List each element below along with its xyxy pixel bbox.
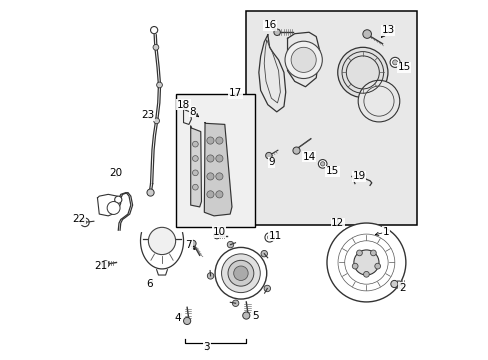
Text: 8: 8 xyxy=(189,107,195,117)
Circle shape xyxy=(153,118,159,124)
Circle shape xyxy=(215,191,223,198)
Circle shape xyxy=(206,155,214,162)
Circle shape xyxy=(192,184,198,190)
Circle shape xyxy=(156,82,162,88)
Text: 4: 4 xyxy=(175,313,181,323)
Circle shape xyxy=(107,202,120,215)
Circle shape xyxy=(213,232,220,239)
Text: 23: 23 xyxy=(141,111,154,121)
Circle shape xyxy=(206,173,214,180)
Circle shape xyxy=(192,156,198,161)
Text: 3: 3 xyxy=(203,342,210,352)
Circle shape xyxy=(363,271,368,277)
Circle shape xyxy=(267,235,271,239)
Circle shape xyxy=(81,218,89,226)
Circle shape xyxy=(273,29,280,36)
Circle shape xyxy=(351,263,357,269)
Polygon shape xyxy=(204,123,231,216)
Circle shape xyxy=(389,57,399,67)
Text: 15: 15 xyxy=(325,166,338,176)
Bar xyxy=(176,94,255,226)
Circle shape xyxy=(357,80,399,122)
Text: 20: 20 xyxy=(109,168,122,178)
Text: 9: 9 xyxy=(267,157,274,167)
Circle shape xyxy=(261,251,267,257)
Circle shape xyxy=(362,30,371,39)
Circle shape xyxy=(215,247,266,299)
Circle shape xyxy=(150,27,158,34)
Circle shape xyxy=(148,227,175,255)
Circle shape xyxy=(192,170,198,176)
Circle shape xyxy=(102,261,109,268)
Text: 15: 15 xyxy=(397,62,410,72)
Polygon shape xyxy=(190,126,201,207)
Circle shape xyxy=(83,221,86,224)
Circle shape xyxy=(326,223,405,302)
Circle shape xyxy=(215,137,223,144)
Circle shape xyxy=(264,233,274,242)
Circle shape xyxy=(206,137,214,144)
Text: 12: 12 xyxy=(330,218,344,228)
Circle shape xyxy=(337,47,387,98)
Circle shape xyxy=(318,159,326,168)
Circle shape xyxy=(290,47,316,72)
Text: 16: 16 xyxy=(263,20,276,30)
Circle shape xyxy=(215,155,223,162)
Text: 19: 19 xyxy=(352,171,365,181)
Text: 18: 18 xyxy=(177,100,190,110)
Circle shape xyxy=(392,60,397,65)
Circle shape xyxy=(374,263,380,269)
Text: 14: 14 xyxy=(302,152,315,162)
Text: 5: 5 xyxy=(251,311,258,321)
Circle shape xyxy=(264,285,270,292)
Circle shape xyxy=(233,266,247,280)
Circle shape xyxy=(232,300,238,306)
Circle shape xyxy=(370,250,375,256)
Text: 1: 1 xyxy=(382,227,388,237)
Circle shape xyxy=(356,250,362,256)
Circle shape xyxy=(227,260,253,286)
Text: 21: 21 xyxy=(94,261,107,271)
Circle shape xyxy=(353,250,378,275)
Text: 7: 7 xyxy=(185,239,192,249)
Bar xyxy=(246,12,416,225)
Circle shape xyxy=(221,254,260,293)
Circle shape xyxy=(206,191,214,198)
Circle shape xyxy=(242,312,249,319)
Circle shape xyxy=(227,242,233,248)
Circle shape xyxy=(192,141,198,147)
Circle shape xyxy=(285,41,322,78)
Text: 22: 22 xyxy=(72,215,85,224)
Circle shape xyxy=(207,273,213,279)
Circle shape xyxy=(320,162,324,166)
Text: 11: 11 xyxy=(268,231,281,240)
Circle shape xyxy=(115,196,122,203)
Circle shape xyxy=(189,240,196,247)
Text: 2: 2 xyxy=(398,283,405,293)
Text: 17: 17 xyxy=(228,88,242,98)
Circle shape xyxy=(183,318,190,324)
Circle shape xyxy=(147,189,154,196)
Circle shape xyxy=(265,152,271,159)
Text: 10: 10 xyxy=(212,227,225,237)
Circle shape xyxy=(390,280,397,288)
Text: 6: 6 xyxy=(146,279,152,289)
Circle shape xyxy=(153,44,159,50)
Circle shape xyxy=(292,147,300,154)
Circle shape xyxy=(215,173,223,180)
Text: 13: 13 xyxy=(381,25,394,35)
